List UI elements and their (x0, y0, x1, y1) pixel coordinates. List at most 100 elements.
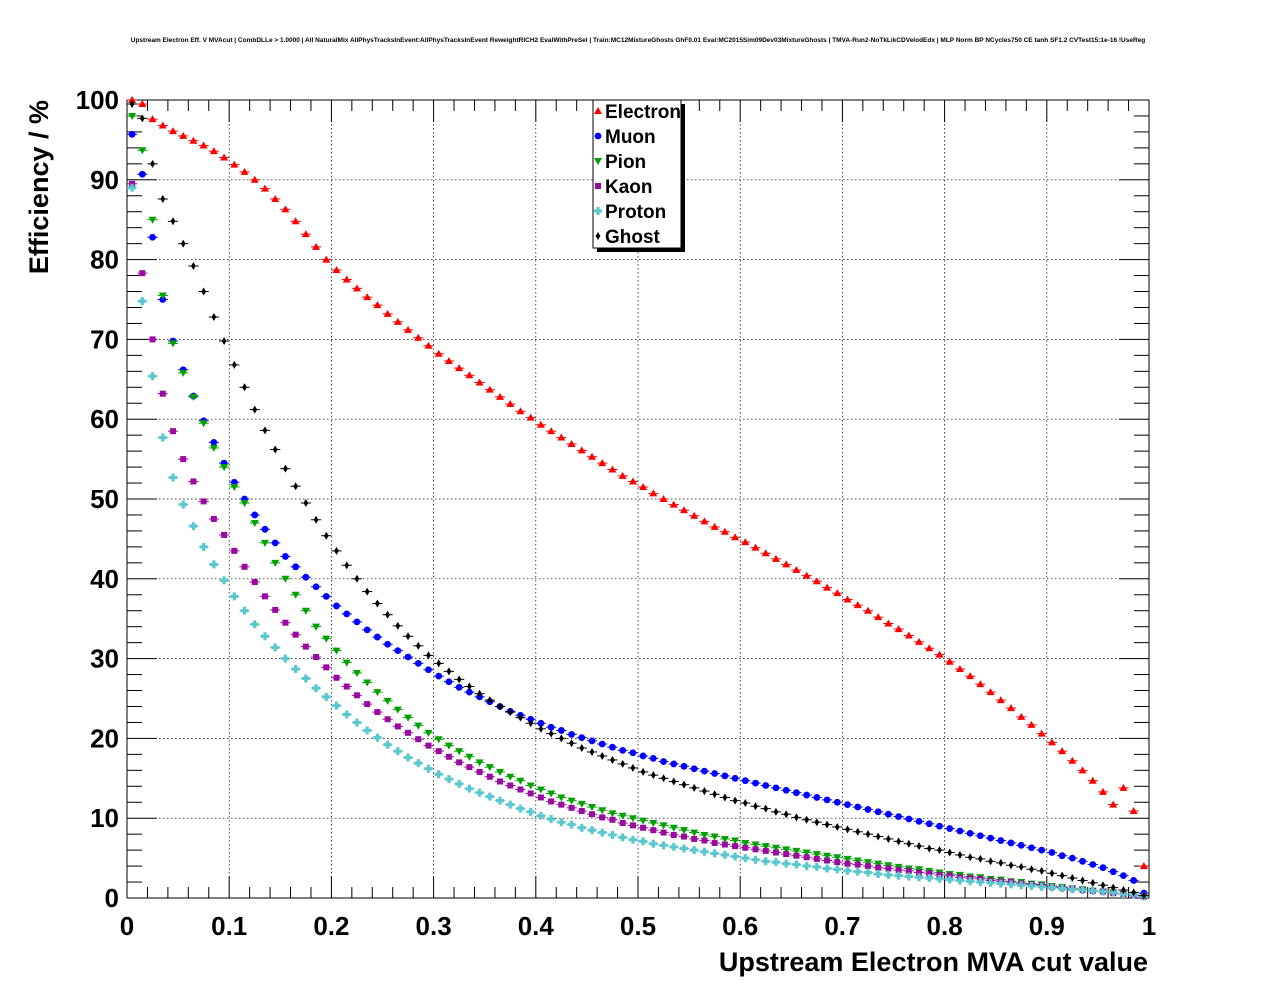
data-point-muon (353, 618, 361, 626)
data-point-kaon (333, 674, 340, 681)
data-point-muon (1007, 839, 1015, 847)
data-point-ghost (589, 747, 595, 756)
data-point-ghost (354, 574, 360, 583)
data-point-proton (608, 830, 617, 839)
data-point-electron (823, 583, 832, 591)
data-point-proton (322, 692, 331, 701)
data-point-ghost (681, 780, 687, 789)
data-point-pion (506, 773, 515, 781)
data-point-electron (496, 392, 505, 400)
legend-label-kaon: Kaon (605, 177, 653, 198)
data-point-pion (536, 786, 545, 794)
data-point-electron (404, 325, 413, 333)
data-point-ghost (262, 426, 268, 435)
data-point-ghost (814, 818, 820, 827)
data-point-electron (1099, 787, 1108, 795)
data-point-ghost (436, 659, 442, 668)
data-point-ghost (334, 546, 339, 555)
data-point-kaon (670, 831, 677, 838)
data-point-pion (618, 812, 627, 820)
data-point-ghost (507, 708, 513, 717)
data-point-kaon (517, 786, 524, 793)
data-point-kaon (456, 759, 463, 766)
data-point-ghost (139, 114, 145, 123)
data-point-kaon (732, 843, 739, 850)
data-point-ghost (272, 445, 278, 454)
data-point-electron (915, 637, 924, 645)
data-point-electron (179, 131, 188, 139)
data-point-ghost (129, 99, 135, 108)
data-point-proton (966, 877, 975, 886)
data-point-muon (915, 817, 923, 825)
data-point-proton (485, 792, 494, 801)
data-point-ghost (323, 531, 329, 540)
data-point-kaon (558, 801, 565, 808)
data-point-ghost (344, 561, 350, 570)
data-point-electron (526, 413, 535, 421)
data-point-proton (424, 764, 433, 773)
data-point-kaon (302, 643, 309, 650)
data-point-electron (771, 554, 780, 562)
data-point-electron (434, 349, 443, 357)
data-point-kaon (895, 867, 902, 874)
data-point-pion (424, 729, 433, 737)
data-point-electron (874, 613, 883, 621)
data-point-ghost (620, 759, 626, 768)
data-point-kaon (210, 515, 217, 522)
data-point-pion (158, 292, 167, 300)
data-point-ghost (1049, 869, 1055, 878)
data-point-muon (384, 640, 392, 648)
data-point-muon (282, 553, 289, 560)
data-point-kaon (139, 270, 146, 277)
data-point-electron (475, 378, 484, 386)
data-point-electron (342, 275, 351, 283)
data-point-electron (628, 477, 637, 485)
data-point-pion (771, 844, 780, 852)
data-point-muon (568, 731, 575, 738)
data-point-muon (609, 743, 616, 751)
data-point-proton (496, 796, 505, 805)
data-point-electron (312, 242, 321, 250)
data-point-electron (536, 420, 545, 428)
y-tick-label: 20 (90, 723, 119, 753)
data-point-electron (700, 517, 709, 525)
data-point-ghost (313, 515, 319, 524)
data-point-ghost (518, 713, 523, 722)
data-point-electron (741, 538, 750, 546)
data-point-muon (261, 525, 269, 533)
data-point-ghost (579, 743, 585, 752)
data-point-muon (1017, 841, 1025, 849)
data-point-proton (720, 850, 729, 859)
data-point-proton (240, 606, 249, 615)
data-point-kaon (752, 846, 759, 853)
data-point-electron (802, 571, 811, 579)
data-point-electron (199, 141, 208, 149)
data-point-proton (281, 654, 290, 663)
data-point-proton (220, 576, 229, 585)
data-point-proton (332, 701, 341, 710)
legend-marker-muon (594, 132, 602, 140)
y-tick-label: 0 (105, 883, 119, 913)
data-point-ghost (252, 405, 258, 414)
data-point-ghost (988, 857, 993, 866)
data-point-proton (455, 779, 464, 788)
data-point-proton (179, 500, 188, 509)
data-point-electron (363, 293, 372, 301)
data-point-electron (1027, 720, 1036, 728)
data-point-electron (158, 121, 167, 129)
data-point-proton (771, 858, 780, 867)
data-point-muon (1028, 844, 1035, 852)
data-point-electron (506, 400, 515, 408)
data-point-kaon (537, 794, 544, 801)
data-point-pion (741, 839, 750, 847)
legend-label-electron: Electron (605, 102, 681, 123)
data-point-muon (1048, 849, 1056, 856)
data-point-kaon (292, 631, 299, 638)
data-point-muon (701, 767, 708, 775)
data-point-kaon (364, 701, 371, 708)
data-point-ghost (558, 734, 564, 743)
data-point-ghost (201, 287, 207, 296)
data-point-proton (1078, 886, 1087, 895)
data-point-ghost (211, 313, 217, 322)
data-point-electron (720, 527, 729, 535)
